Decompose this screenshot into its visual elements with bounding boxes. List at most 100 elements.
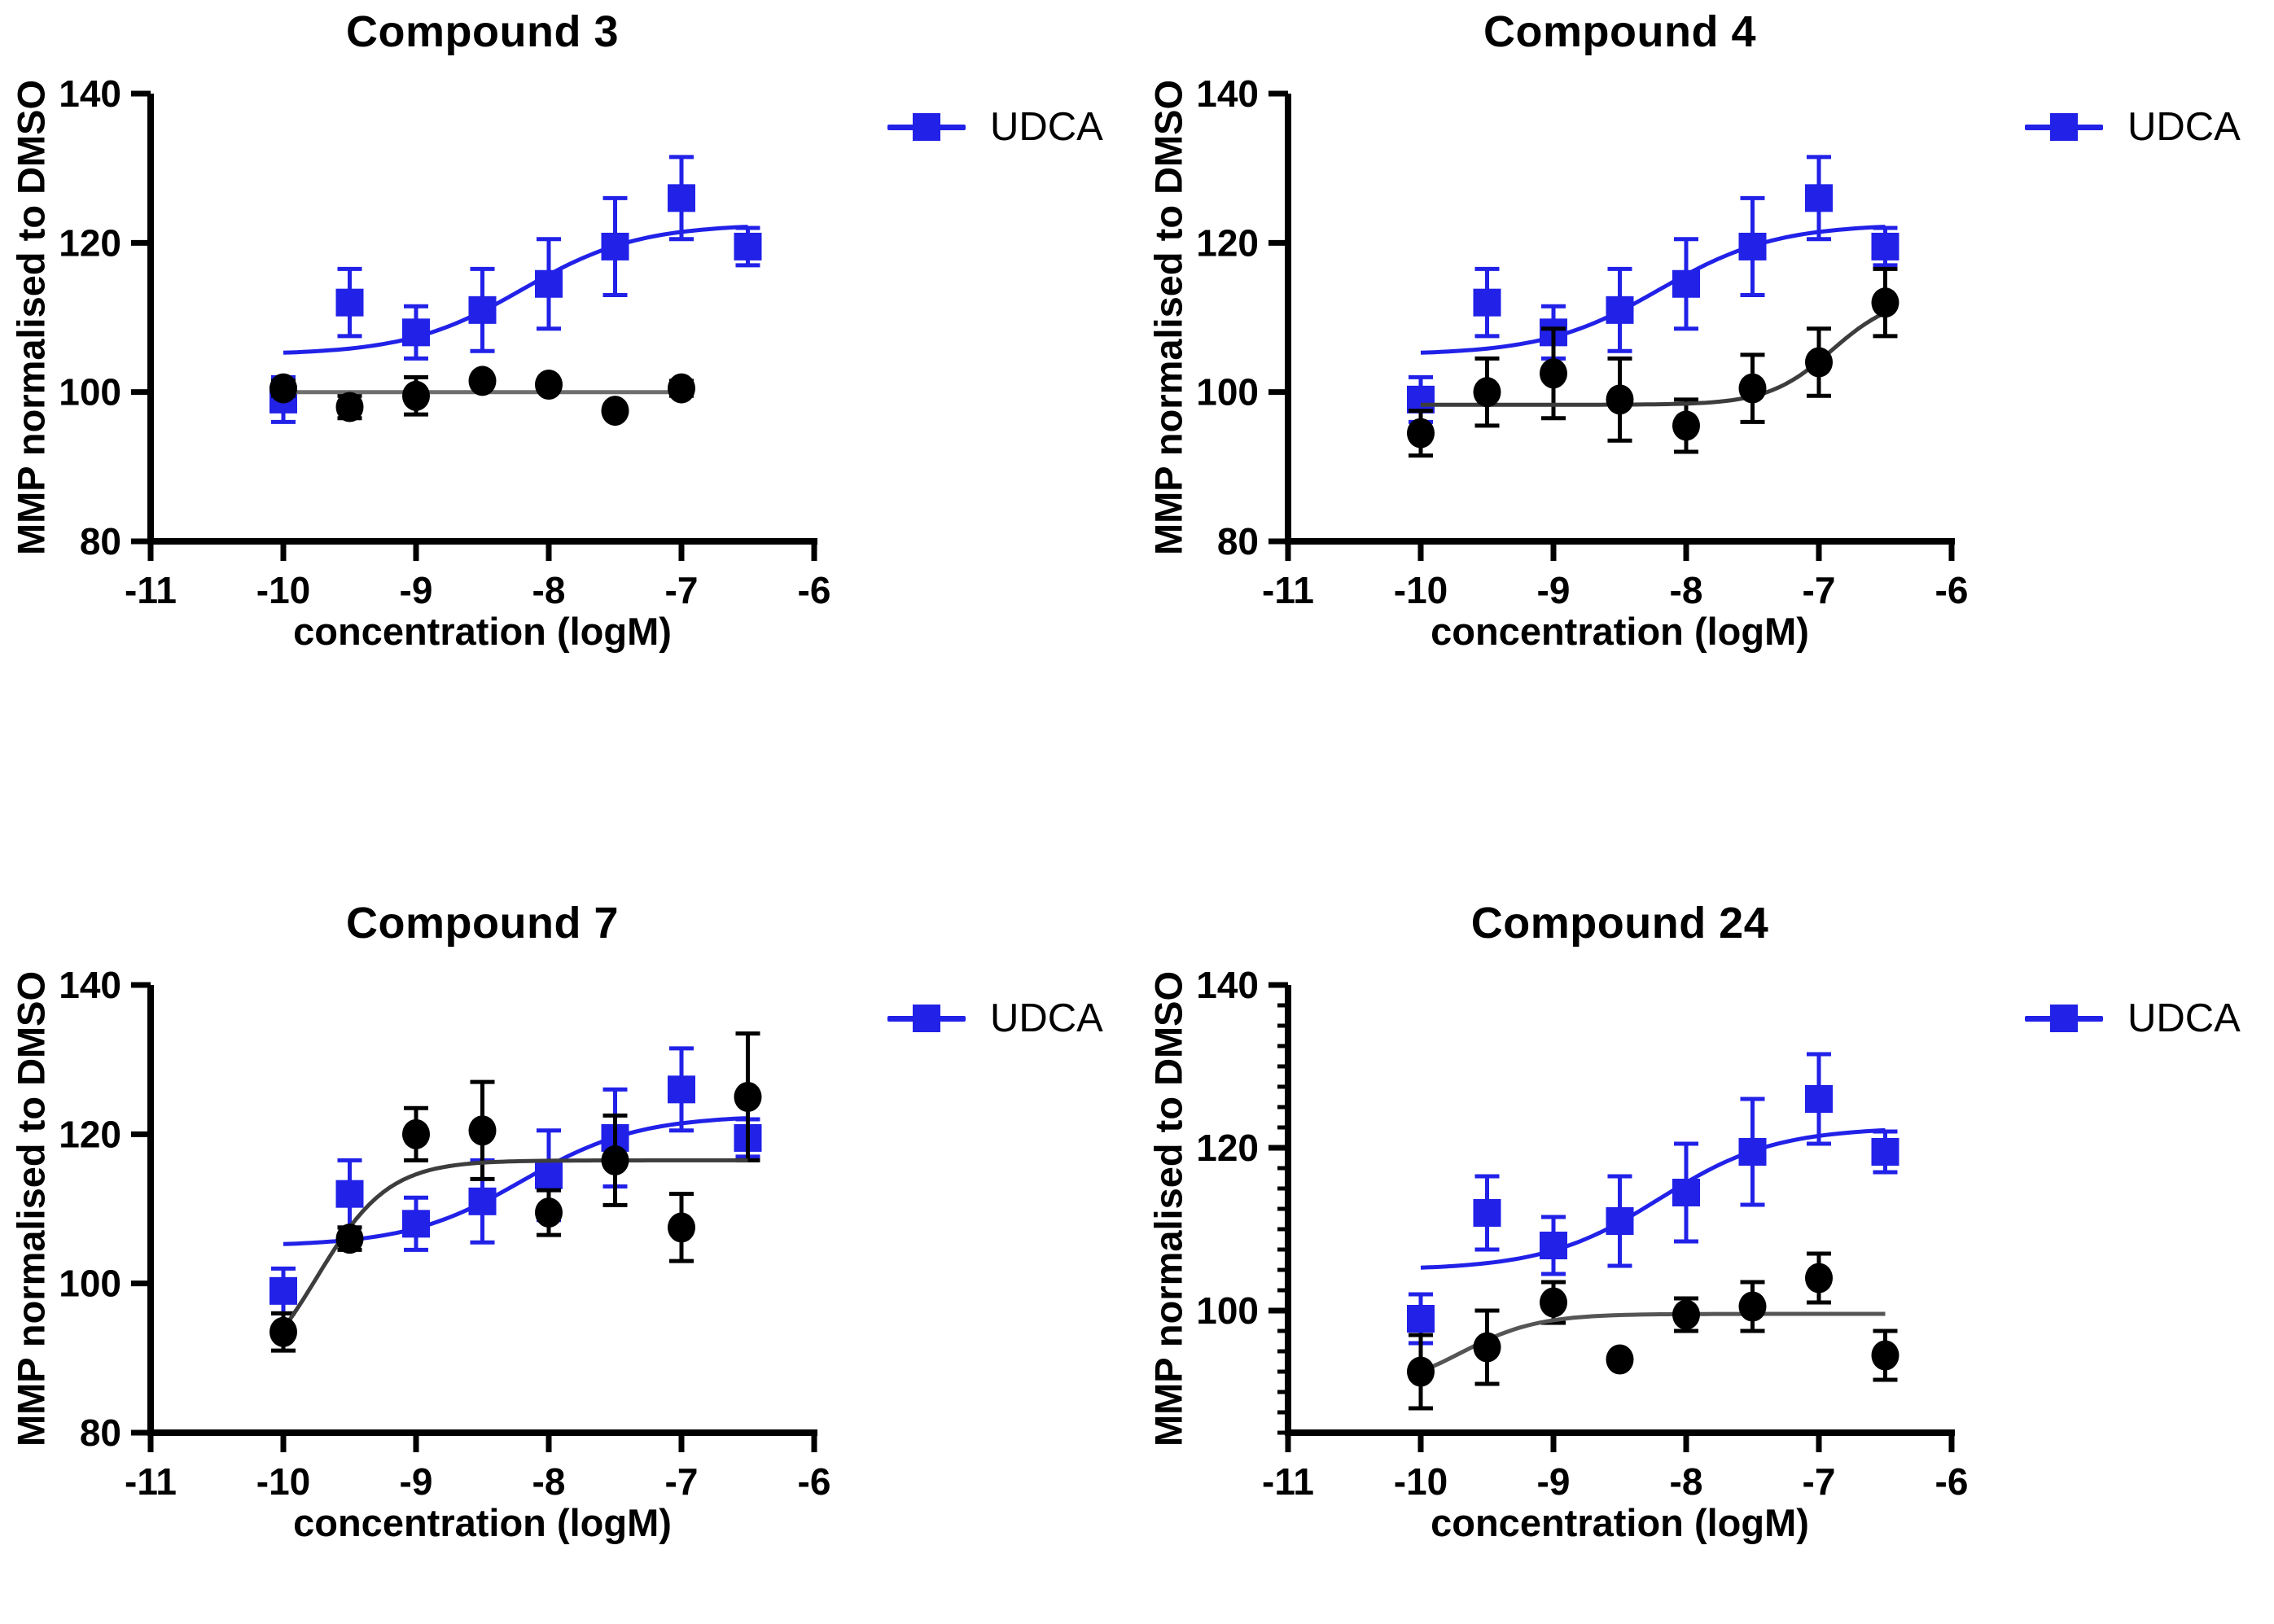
- data-point-square: [1805, 1085, 1833, 1113]
- data-point-circle: [402, 1118, 430, 1149]
- x-tick-label: -7: [665, 569, 699, 611]
- x-tick-label: -9: [1537, 1460, 1571, 1503]
- data-point-square: [535, 269, 563, 298]
- x-tick-label: -8: [1670, 569, 1703, 611]
- data-point-circle: [601, 396, 629, 427]
- data-point-circle: [1606, 1344, 1634, 1375]
- data-point-square: [1871, 232, 1899, 260]
- data-point-circle: [1540, 1287, 1567, 1318]
- dose-response-figure: 80 100 120 140 -11 -10 -9 -8 -7 -6 Compound 3 MMP…: [0, 0, 2241, 1544]
- x-tick-label: -10: [1394, 569, 1448, 611]
- data-point-square: [269, 1276, 297, 1305]
- data-point-circle: [269, 373, 297, 404]
- data-point-square: [1540, 1232, 1567, 1259]
- data-point-circle: [1407, 1356, 1435, 1387]
- chart-title: Compound 7: [346, 899, 619, 948]
- data-point-square: [734, 232, 762, 260]
- y-tick-label: 80: [1217, 520, 1259, 562]
- data-point-circle: [1871, 1340, 1899, 1371]
- chart-title: Compound 3: [346, 7, 619, 56]
- data-point-square: [1738, 232, 1767, 260]
- x-tick-label: -6: [1935, 1460, 1969, 1503]
- x-tick-label: -8: [1670, 1460, 1703, 1503]
- legend-label: UDCA: [990, 996, 1103, 1040]
- series-compound-3: [269, 366, 695, 427]
- legend: UDCA: [887, 996, 1103, 1041]
- fit-curve: [1420, 225, 1886, 355]
- data-point-square: [402, 1210, 430, 1238]
- series-udca: [1407, 1052, 1899, 1346]
- x-tick-label: -11: [1262, 1460, 1314, 1503]
- data-point-square: [468, 295, 497, 324]
- legend: UDCA: [2025, 996, 2241, 1041]
- data-point-circle: [1738, 373, 1767, 404]
- fit-curve: [283, 225, 748, 355]
- data-point-square: [1473, 1199, 1501, 1227]
- data-point-circle: [734, 1082, 762, 1112]
- fit-curve: [1420, 1311, 1886, 1374]
- data-point-square: [1606, 1207, 1634, 1235]
- data-point-square: [1871, 1138, 1899, 1166]
- data-point-circle: [1805, 1263, 1833, 1294]
- data-point-circle: [1473, 377, 1501, 408]
- data-point-circle: [535, 370, 563, 400]
- data-point-circle: [1407, 418, 1435, 449]
- data-point-circle: [668, 1212, 695, 1243]
- data-point-circle: [1672, 1299, 1700, 1330]
- data-point-square: [1473, 288, 1501, 317]
- y-axis-title: MMP normalised to DMSO: [1146, 970, 1190, 1447]
- x-tick-label: -11: [1262, 569, 1314, 611]
- legend-label: UDCA: [2127, 105, 2241, 149]
- data-point-square: [1672, 269, 1700, 298]
- legend: UDCA: [2025, 104, 2241, 150]
- x-axis-title: concentration (logM): [293, 1501, 672, 1544]
- y-tick-label: 140: [59, 72, 121, 115]
- y-tick-label: 80: [80, 1412, 121, 1454]
- data-point-circle: [601, 1145, 629, 1175]
- legend-label: UDCA: [990, 105, 1103, 149]
- data-point-circle: [1672, 410, 1700, 441]
- data-point-circle: [402, 380, 430, 411]
- y-tick-label: 120: [59, 1113, 121, 1155]
- data-point-square: [668, 184, 695, 212]
- data-point-circle: [1738, 1291, 1767, 1322]
- y-tick-label: 140: [59, 964, 121, 1006]
- y-tick-label: 140: [1196, 72, 1259, 115]
- y-axis-title: MMP normalised to DMSO: [1146, 79, 1190, 556]
- plot-area-compound-4: 80 100 120 140 -11 -10 -9 -8 -7 -6: [1196, 72, 1968, 611]
- data-point-circle: [1871, 287, 1899, 318]
- data-point-circle: [1606, 384, 1634, 415]
- x-tick-label: -7: [1803, 569, 1836, 611]
- y-tick-label: 100: [59, 371, 121, 414]
- x-tick-label: -9: [400, 1460, 433, 1503]
- panel-compound-24: 100 120 140 -11 -10 -9 -8 -7 -6 Compound 24 MMP …: [1137, 891, 2274, 1624]
- series-compound-24: [1407, 1251, 1899, 1411]
- data-point-square: [535, 1161, 563, 1189]
- panel-compound-3: 80 100 120 140 -11 -10 -9 -8 -7 -6 Compound 3 MMP…: [0, 0, 1137, 733]
- x-tick-label: -11: [125, 1460, 177, 1503]
- udca-legend-marker-icon: [887, 1002, 966, 1035]
- x-tick-label: -6: [798, 1460, 831, 1503]
- chart-title: Compound 4: [1483, 7, 1756, 56]
- plot-area-compound-3: 80 100 120 140 -11 -10 -9 -8 -7 -6: [59, 72, 830, 611]
- y-axis-title: MMP normalised to DMSO: [9, 79, 53, 556]
- y-tick-label: 100: [59, 1263, 121, 1305]
- x-axis-title: concentration (logM): [293, 610, 672, 653]
- data-point-circle: [335, 392, 364, 422]
- y-tick-label: 120: [59, 221, 121, 264]
- x-tick-label: -7: [665, 1460, 699, 1503]
- x-tick-label: -10: [1394, 1460, 1448, 1503]
- data-point-circle: [1473, 1332, 1501, 1363]
- legend-label: UDCA: [2127, 996, 2241, 1040]
- data-point-square: [402, 318, 430, 347]
- legend-square-icon: [913, 1005, 940, 1032]
- data-point-circle: [535, 1197, 563, 1228]
- fit-curve: [281, 1158, 748, 1330]
- y-tick-label: 100: [1196, 1289, 1259, 1332]
- x-tick-label: -8: [532, 1460, 566, 1503]
- data-point-square: [1738, 1138, 1767, 1166]
- y-tick-label: 80: [80, 520, 121, 562]
- data-point-circle: [668, 373, 695, 404]
- legend: UDCA: [887, 104, 1103, 150]
- udca-legend-marker-icon: [887, 111, 966, 143]
